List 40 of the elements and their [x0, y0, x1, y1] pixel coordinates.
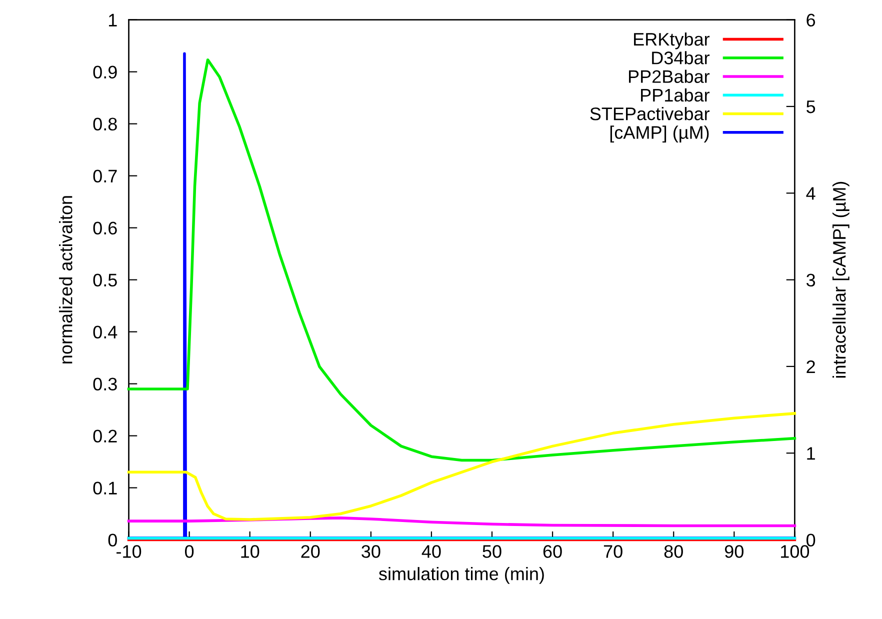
y2-tick-label: 4 [806, 187, 816, 200]
x-tick-label: 80 [664, 545, 683, 558]
y-tick-label: 0.8 [93, 118, 117, 131]
legend-label: [cAMP] (µM) [610, 126, 709, 142]
x-tick-label: 0 [184, 545, 194, 558]
y-tick-label: 0.2 [93, 430, 117, 442]
x-axis-title: simulation time (min) [378, 567, 544, 584]
x-tick-label: 60 [543, 545, 562, 558]
x-tick-label: 70 [604, 545, 622, 558]
y-tick-label: 0.4 [93, 326, 118, 339]
y-tick-label: 1 [108, 14, 117, 26]
x-tick-label: 10 [241, 545, 260, 558]
legend-label: PP2Babar [628, 70, 710, 83]
y-tick-label: 0.5 [93, 274, 117, 287]
y2-tick-label: 3 [806, 274, 816, 287]
y-tick-label: 0.7 [93, 170, 117, 183]
x-tick-label: 30 [362, 545, 380, 558]
legend-label: PP1abar [641, 88, 710, 102]
y-axis-title: normalized activaiton [59, 196, 72, 364]
y2-axis-title: intracellular [cAMP] (µM) [832, 182, 850, 378]
x-tick-label: 40 [422, 545, 441, 558]
y2-tick-label: 2 [806, 360, 815, 373]
y-tick-label: 0.9 [93, 66, 117, 79]
x-tick-label: 20 [301, 545, 320, 558]
y-tick-label: 0 [108, 534, 117, 546]
x-tick-label: 90 [724, 545, 744, 558]
legend-label: STEPactivebar [590, 106, 710, 120]
y2-tick-label: 5 [806, 100, 816, 114]
legend-label: D34bar [652, 51, 710, 64]
x-tick-label: 50 [482, 545, 502, 558]
x-tick-label: 100 [781, 545, 810, 558]
y-tick-label: 0.1 [93, 482, 117, 494]
y2-tick-label: 0 [806, 534, 816, 546]
y-tick-label: 0.6 [93, 222, 117, 235]
line-series [127, 412, 796, 521]
y-tick-label: 0.3 [93, 378, 117, 390]
y2-tick-label: 6 [806, 14, 816, 27]
x-tick-label: -10 [116, 545, 142, 558]
legend-label: ERKtybar [634, 32, 710, 50]
y2-tick-label: 1 [807, 447, 815, 460]
